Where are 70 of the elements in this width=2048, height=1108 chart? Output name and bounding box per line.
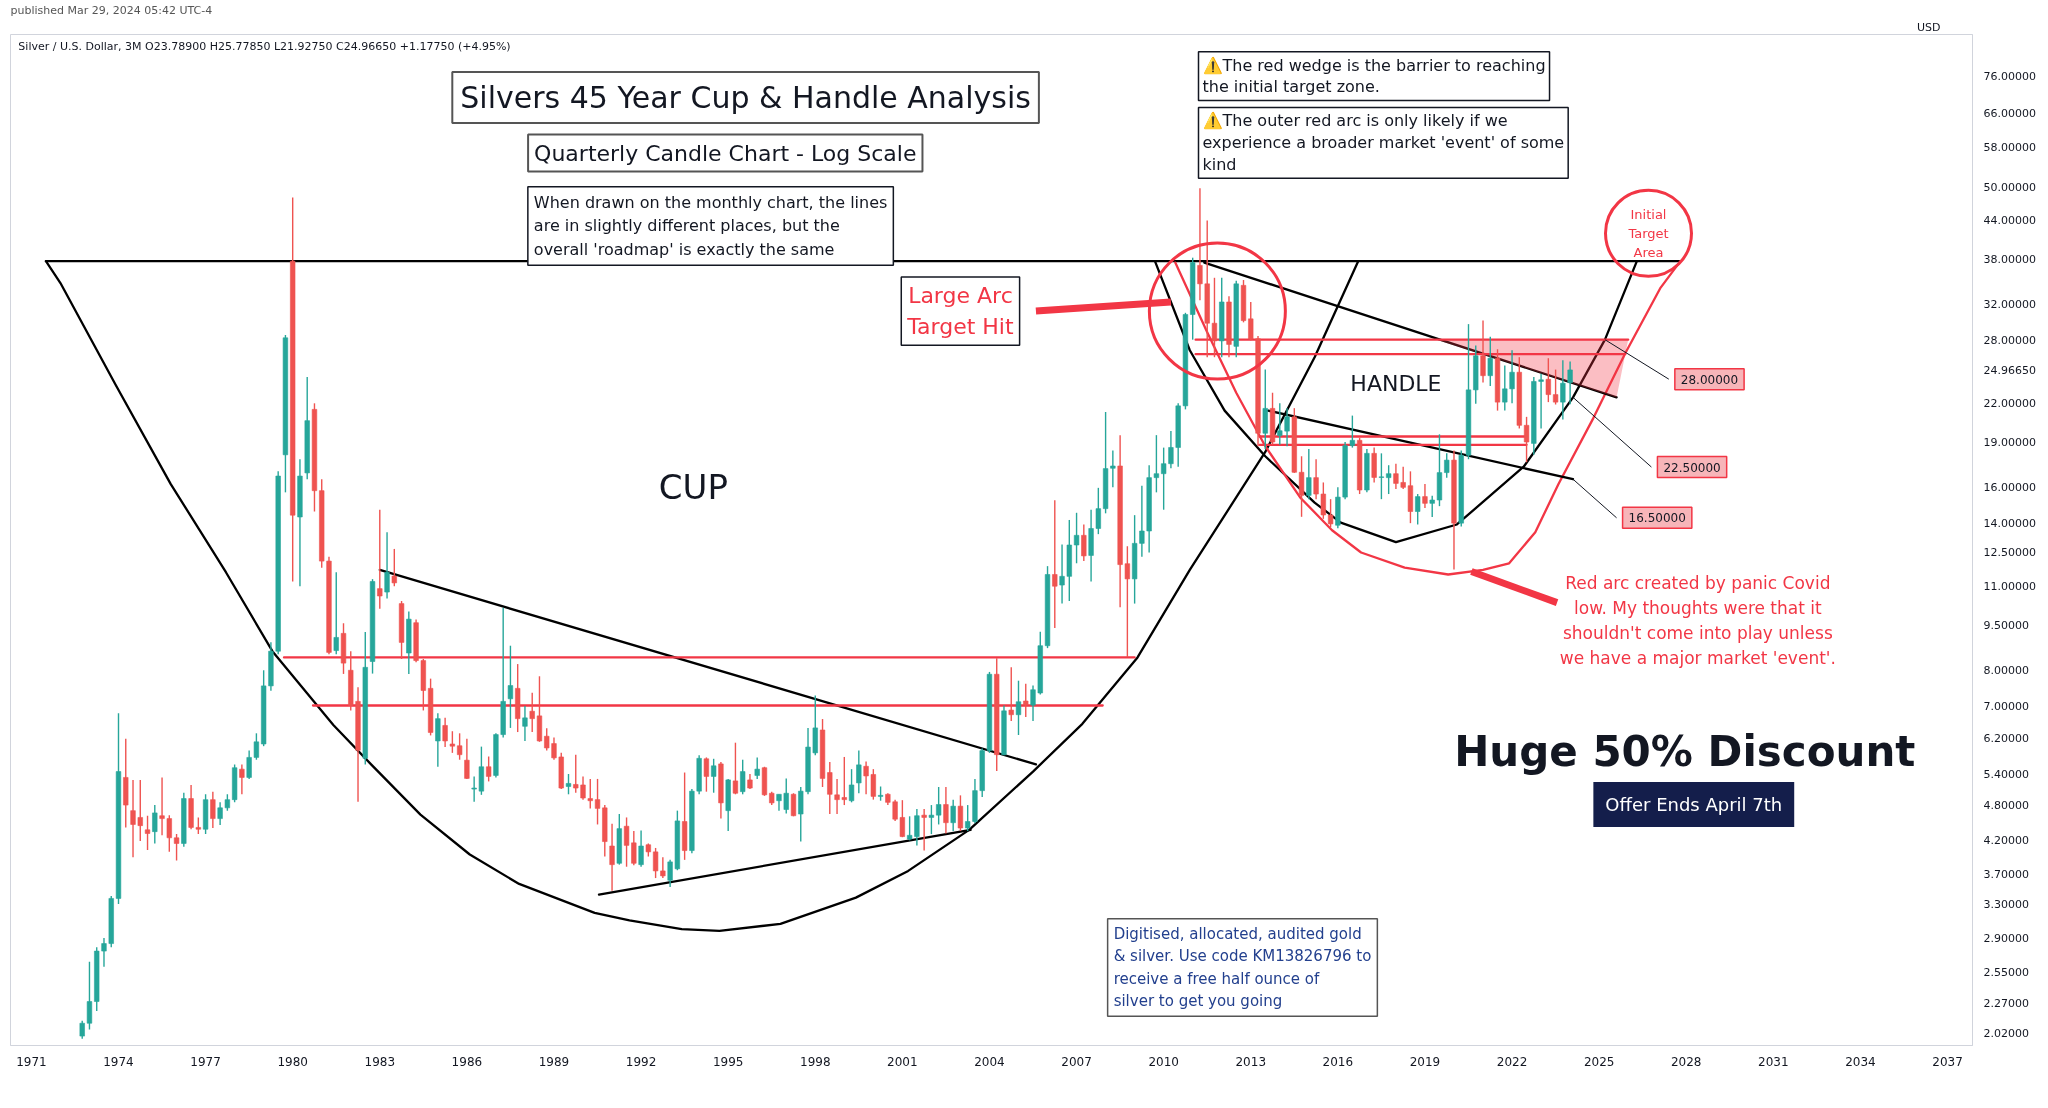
annotation: 22.50000 bbox=[1663, 460, 1721, 475]
y-tick-label: 4.80000 bbox=[1983, 799, 2029, 813]
annotation: Huge 50% Discount bbox=[1454, 727, 1916, 777]
annotation: Red arc created by panic Covid low. My thoughts were that it shouldn't come into play unless we have a major market 'event'. bbox=[1559, 572, 1836, 668]
annotation: Initial Target Area bbox=[1627, 207, 1669, 260]
y-tick-label: 24.96650 bbox=[1983, 363, 2036, 377]
x-tick-label: 2028 bbox=[1670, 1054, 1702, 1069]
annotation: HANDLE bbox=[1350, 371, 1442, 397]
y-tick-label: 3.70000 bbox=[1983, 867, 2029, 881]
y-tick-label: 4.20000 bbox=[1983, 834, 2029, 848]
x-tick-label: 1971 bbox=[16, 1054, 47, 1069]
x-tick-label: 1974 bbox=[103, 1054, 134, 1069]
y-tick-label: 2.90000 bbox=[1983, 932, 2029, 946]
x-tick-label: 1989 bbox=[538, 1054, 570, 1069]
x-tick-label: 2016 bbox=[1322, 1054, 1354, 1069]
y-tick-label: 58.00000 bbox=[1983, 141, 2036, 155]
text: Silvers 45 Year Cup & Handle Analysis bbox=[460, 79, 1031, 115]
x-tick-label: 1986 bbox=[451, 1054, 483, 1069]
text: published Mar 29, 2024 05:42 UTC-4 bbox=[10, 3, 213, 17]
annotation: ⚠The outer red arc is only likely if we experience a broader market 'event' of some kind bbox=[1202, 111, 1565, 175]
y-tick-label: 14.00000 bbox=[1983, 516, 2036, 530]
annotation: Offer Ends April 7th bbox=[1605, 794, 1783, 816]
y-tick-label: 76.00000 bbox=[1983, 70, 2036, 84]
x-tick-label: 2034 bbox=[1845, 1054, 1876, 1069]
y-tick-label: 44.00000 bbox=[1983, 214, 2036, 228]
y-tick-label: 6.20000 bbox=[1983, 731, 2029, 745]
annotation: 16.50000 bbox=[1628, 511, 1686, 526]
x-tick-label: 2013 bbox=[1235, 1054, 1267, 1069]
text: Quarterly Candle Chart - Log Scale bbox=[534, 140, 917, 166]
y-tick-label: 8.00000 bbox=[1983, 664, 2029, 678]
y-tick-label: 19.00000 bbox=[1983, 436, 2036, 449]
annotation: ⚠The red wedge is the barrier to reaching the initial target zone. bbox=[1202, 55, 1546, 97]
x-tick-label: 1998 bbox=[800, 1054, 831, 1069]
y-tick-label: 28.00000 bbox=[1983, 333, 2036, 347]
y-tick-label: 5.40000 bbox=[1983, 767, 2029, 781]
annotation: CUP bbox=[658, 466, 728, 507]
y-tick-label: 12.50000 bbox=[1983, 546, 2036, 560]
x-tick-label: 1980 bbox=[277, 1054, 308, 1069]
y-axis-title: USD bbox=[1917, 20, 1941, 34]
x-tick-label: 2001 bbox=[887, 1054, 918, 1069]
x-tick-label: 2025 bbox=[1583, 1054, 1615, 1069]
x-tick-label: 1992 bbox=[625, 1054, 657, 1069]
annotation: Large Arc Target Hit bbox=[906, 282, 1014, 340]
y-tick-label: 2.02000 bbox=[1983, 1027, 2029, 1041]
annotation: When drawn on the monthly chart, the lines are in slightly different places, but the overall 'roadmap' is exactly the same bbox=[533, 192, 888, 260]
y-tick-label: 2.27000 bbox=[1983, 996, 2029, 1010]
y-tick-label: 2.55000 bbox=[1983, 965, 2029, 979]
y-tick-label: 32.00000 bbox=[1983, 298, 2036, 312]
y-tick-label: 11.00000 bbox=[1983, 580, 2036, 594]
x-tick-label: 1983 bbox=[364, 1054, 396, 1069]
y-tick-label: 16.00000 bbox=[1983, 481, 2036, 495]
y-tick-label: 50.00000 bbox=[1983, 180, 2036, 194]
annotation: Silver / U.S. Dollar, 3M O23.78900 H25.77850 L21.92750 C24.96650 +1.17750 (+4.95%) bbox=[18, 39, 511, 53]
x-tick-label: 1995 bbox=[712, 1054, 744, 1069]
annotation: 28.00000 bbox=[1680, 372, 1739, 387]
y-tick-label: 9.50000 bbox=[1983, 618, 2029, 632]
y-tick-label: 7.00000 bbox=[1983, 699, 2029, 713]
y-tick-label: 3.30000 bbox=[1983, 897, 2029, 911]
y-tick-label: 66.00000 bbox=[1983, 107, 2036, 121]
x-tick-label: 2010 bbox=[1148, 1054, 1179, 1069]
annotation: Digitised, allocated, audited gold & silver. Use code KM13826796 to receive a free half ounce of silver to get you going bbox=[1113, 924, 1372, 1011]
x-tick-label: 2004 bbox=[974, 1054, 1005, 1069]
x-tick-label: 2037 bbox=[1932, 1054, 1963, 1069]
x-tick-label: 2022 bbox=[1496, 1054, 1528, 1069]
y-tick-label: 22.00000 bbox=[1983, 397, 2036, 411]
x-tick-label: 2031 bbox=[1758, 1054, 1789, 1069]
x-tick-label: 1977 bbox=[190, 1054, 221, 1069]
y-tick-label: 38.00000 bbox=[1983, 253, 2036, 267]
x-tick-label: 2007 bbox=[1061, 1054, 1092, 1069]
x-tick-label: 2019 bbox=[1409, 1054, 1441, 1069]
